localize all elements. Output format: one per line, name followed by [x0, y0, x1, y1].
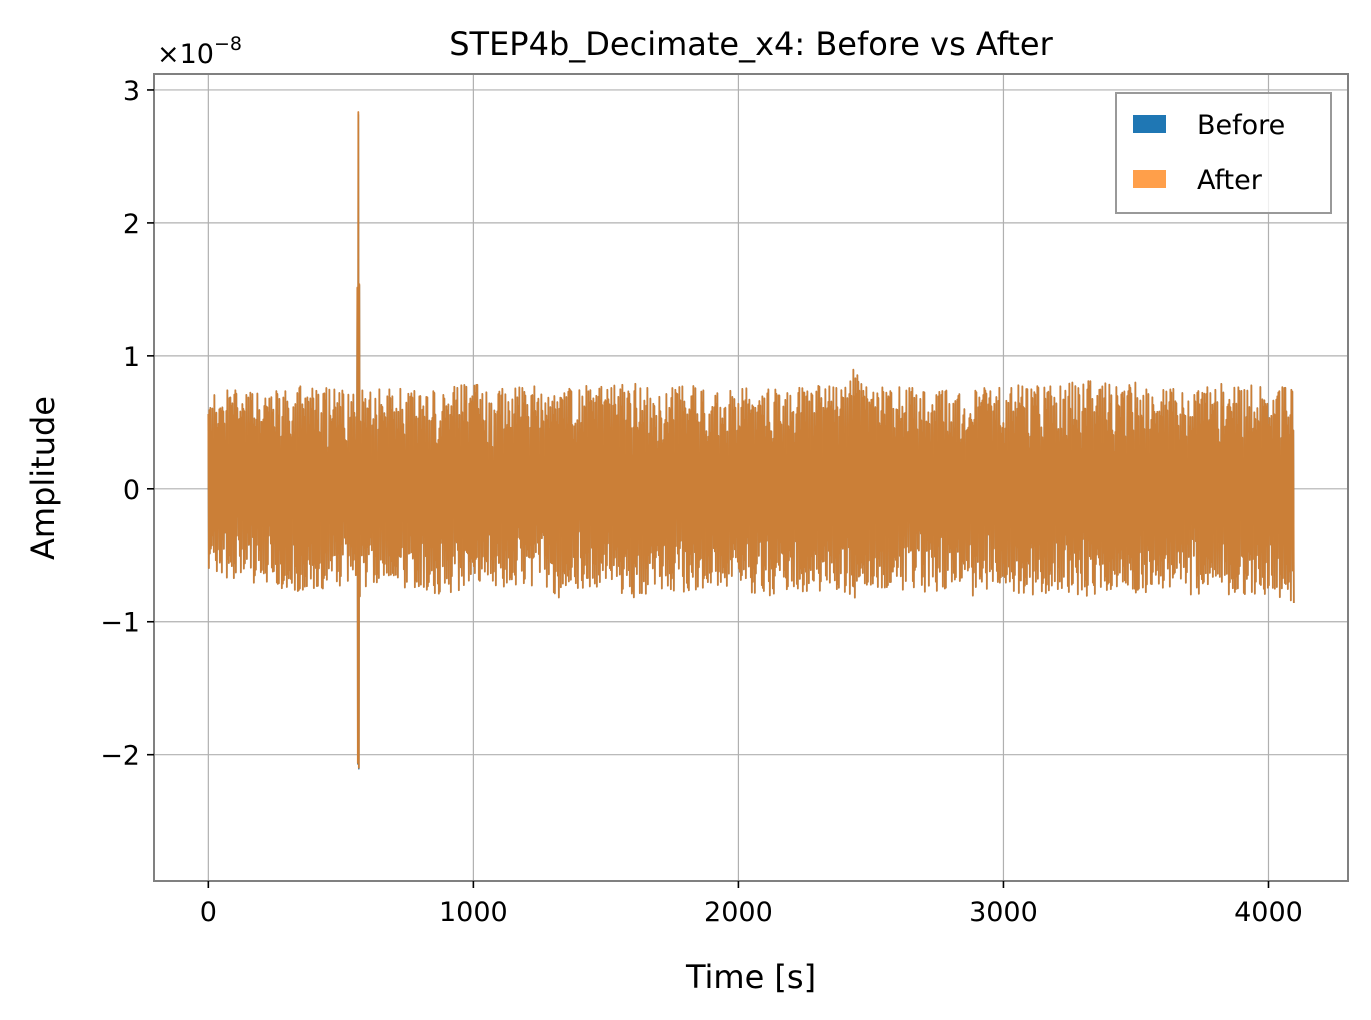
y-axis-label: Amplitude: [24, 396, 62, 560]
y-tick-label: 1: [123, 342, 140, 373]
x-tick-label: 2000: [704, 897, 773, 928]
legend-box: [1115, 92, 1332, 214]
x-tick-label: 4000: [1234, 897, 1303, 928]
y-tick-label: −1: [100, 608, 140, 639]
x-tick-label: 1000: [439, 897, 508, 928]
plot-frame: [153, 73, 1349, 882]
y-tick-label: 0: [123, 475, 140, 506]
x-tick-label: 3000: [969, 897, 1038, 928]
legend-swatch-after: [1133, 170, 1166, 188]
legend-swatch-before: [1133, 115, 1166, 133]
series-group: [207, 111, 1295, 770]
x-tick-label: 0: [200, 897, 217, 928]
y-axis: −2 −1 0 1 2 3: [100, 76, 154, 772]
y-offset-multiplier: ×10−8: [157, 33, 242, 70]
y-multiplier-base: ×10: [157, 39, 214, 70]
y-tick-label: −2: [100, 741, 140, 772]
legend-label-before: Before: [1197, 110, 1285, 141]
legend-label-after: After: [1197, 165, 1263, 196]
legend: Before After: [1115, 92, 1332, 214]
y-multiplier-exponent: −8: [214, 33, 242, 55]
y-tick-label: 2: [123, 209, 140, 240]
y-tick-label: 3: [123, 76, 140, 107]
x-axis-label: Time [s]: [685, 958, 816, 996]
chart-title: STEP4b_Decimate_x4: Before vs After: [449, 25, 1053, 63]
x-axis: 0 1000 2000 3000 4000: [200, 881, 1303, 928]
series-line-after: [207, 111, 1295, 769]
